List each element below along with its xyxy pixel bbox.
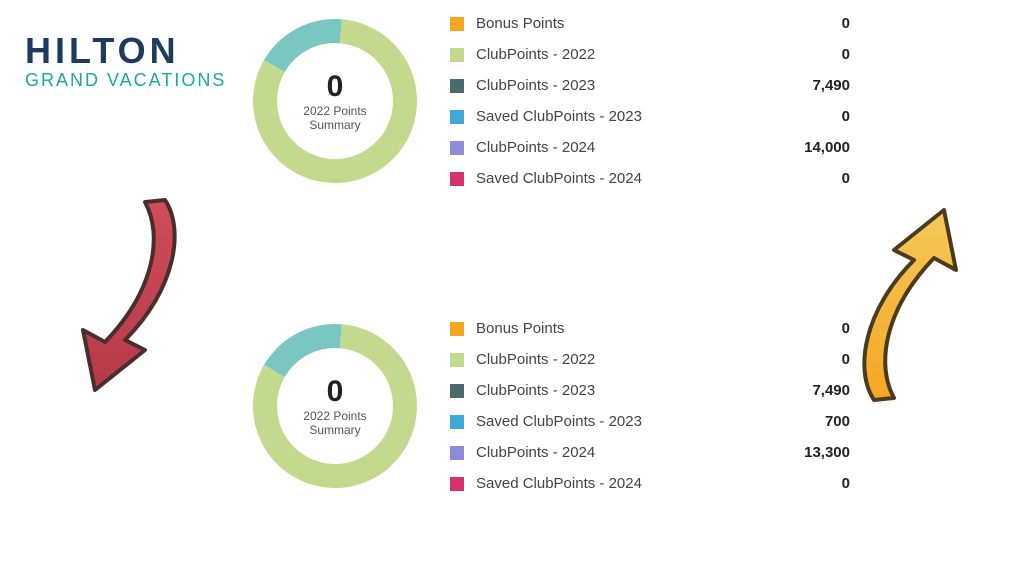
legend-swatch (450, 48, 464, 62)
legend-swatch (450, 17, 464, 31)
donut-chart-bottom: 0 2022 Points Summary (250, 321, 420, 491)
donut-label: 2022 Points Summary (303, 104, 366, 133)
legend-value: 0 (770, 46, 850, 63)
legend-row: ClubPoints - 202414,000 (450, 139, 850, 156)
legend-row: Bonus Points0 (450, 15, 850, 32)
legend-label: Saved ClubPoints - 2024 (476, 170, 770, 187)
legend-swatch (450, 141, 464, 155)
legend-row: Saved ClubPoints - 2023700 (450, 413, 850, 430)
legend-label: ClubPoints - 2024 (476, 444, 770, 461)
legend-swatch (450, 172, 464, 186)
legend-row: ClubPoints - 202413,300 (450, 444, 850, 461)
points-panel-top: 0 2022 Points Summary Bonus Points0ClubP… (250, 15, 850, 187)
legend-row: Saved ClubPoints - 20230 (450, 108, 850, 125)
legend-label: ClubPoints - 2023 (476, 382, 770, 399)
legend-swatch (450, 446, 464, 460)
arrow-down-icon (55, 190, 205, 415)
legend-row: Bonus Points0 (450, 320, 850, 337)
legend-value: 14,000 (770, 139, 850, 156)
legend-label: ClubPoints - 2022 (476, 351, 770, 368)
legend-top: Bonus Points0ClubPoints - 20220ClubPoint… (450, 15, 850, 187)
legend-swatch (450, 415, 464, 429)
legend-swatch (450, 384, 464, 398)
legend-value: 0 (770, 15, 850, 32)
logo-sub: GRAND VACATIONS (25, 70, 226, 91)
legend-value: 13,300 (770, 444, 850, 461)
legend-swatch (450, 477, 464, 491)
legend-row: Saved ClubPoints - 20240 (450, 170, 850, 187)
logo: HILTON GRAND VACATIONS (25, 30, 226, 91)
legend-value: 0 (770, 170, 850, 187)
legend-label: Saved ClubPoints - 2023 (476, 413, 770, 430)
legend-value: 0 (770, 475, 850, 492)
legend-swatch (450, 79, 464, 93)
donut-center: 0 2022 Points Summary (250, 321, 420, 491)
legend-label: ClubPoints - 2022 (476, 46, 770, 63)
donut-value: 0 (327, 70, 344, 104)
legend-row: ClubPoints - 20220 (450, 46, 850, 63)
legend-value: 7,490 (770, 77, 850, 94)
logo-main: HILTON (25, 30, 226, 72)
legend-label: ClubPoints - 2024 (476, 139, 770, 156)
donut-chart-top: 0 2022 Points Summary (250, 16, 420, 186)
legend-value: 700 (770, 413, 850, 430)
donut-value: 0 (327, 375, 344, 409)
legend-bottom: Bonus Points0ClubPoints - 20220ClubPoint… (450, 320, 850, 492)
legend-label: Bonus Points (476, 320, 770, 337)
legend-value: 0 (770, 108, 850, 125)
legend-swatch (450, 322, 464, 336)
arrow-up-icon (834, 190, 984, 415)
legend-row: Saved ClubPoints - 20240 (450, 475, 850, 492)
donut-label: 2022 Points Summary (303, 409, 366, 438)
legend-swatch (450, 353, 464, 367)
donut-center: 0 2022 Points Summary (250, 16, 420, 186)
legend-label: Bonus Points (476, 15, 770, 32)
points-panel-bottom: 0 2022 Points Summary Bonus Points0ClubP… (250, 320, 850, 492)
legend-row: ClubPoints - 20220 (450, 351, 850, 368)
legend-row: ClubPoints - 20237,490 (450, 382, 850, 399)
legend-label: Saved ClubPoints - 2023 (476, 108, 770, 125)
legend-swatch (450, 110, 464, 124)
legend-label: Saved ClubPoints - 2024 (476, 475, 770, 492)
legend-row: ClubPoints - 20237,490 (450, 77, 850, 94)
legend-label: ClubPoints - 2023 (476, 77, 770, 94)
